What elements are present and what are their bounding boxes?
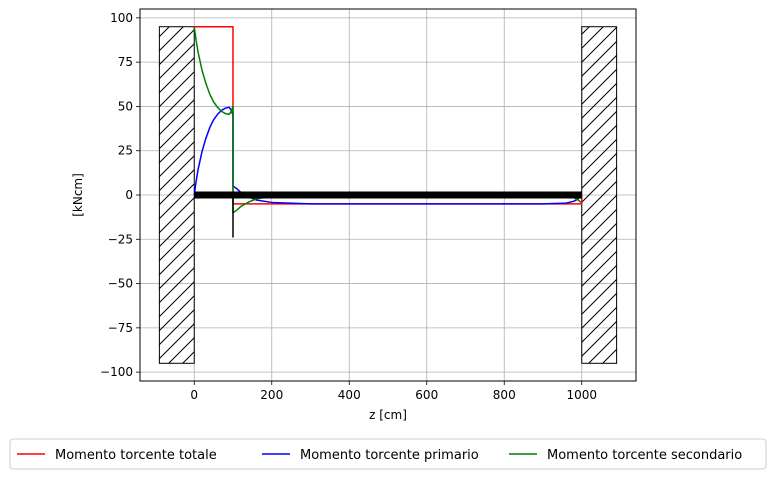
x-tick-label: 600 — [415, 388, 438, 402]
x-axis-label: z [cm] — [369, 408, 407, 422]
y-tick-label: −50 — [108, 277, 133, 291]
y-tick-label: −75 — [108, 321, 133, 335]
y-tick-label: −25 — [108, 232, 133, 246]
y-axis-label: [kNcm] — [71, 173, 85, 217]
y-tick-label: 25 — [118, 144, 133, 158]
x-tick-label: 800 — [493, 388, 516, 402]
beam-layer — [194, 191, 582, 238]
legend-label: Momento torcente primario — [300, 448, 479, 463]
y-tick-label: −100 — [100, 365, 133, 379]
y-tick-label: 50 — [118, 99, 133, 113]
legend-label: Momento torcente totale — [55, 448, 217, 463]
legend-frame — [9, 438, 767, 470]
y-tick-label: 100 — [110, 11, 133, 25]
y-tick-label: 0 — [125, 188, 133, 202]
support-hatch — [581, 26, 618, 364]
x-tick-label: 400 — [338, 388, 361, 402]
x-tick-label: 0 — [190, 388, 198, 402]
legend: Momento torcente totale Momento torcente … — [9, 438, 767, 470]
y-tick-label: 75 — [118, 55, 133, 69]
support-hatch — [158, 26, 195, 364]
x-tick-label: 1000 — [566, 388, 597, 402]
supports — [158, 26, 618, 364]
ticks: 0 200 400 600 800 1000 −100 −75 −50 −25 0 25 50 75 100 — [100, 11, 597, 402]
legend-label: Momento torcente secondario — [547, 448, 742, 463]
x-tick-label: 200 — [260, 388, 283, 402]
